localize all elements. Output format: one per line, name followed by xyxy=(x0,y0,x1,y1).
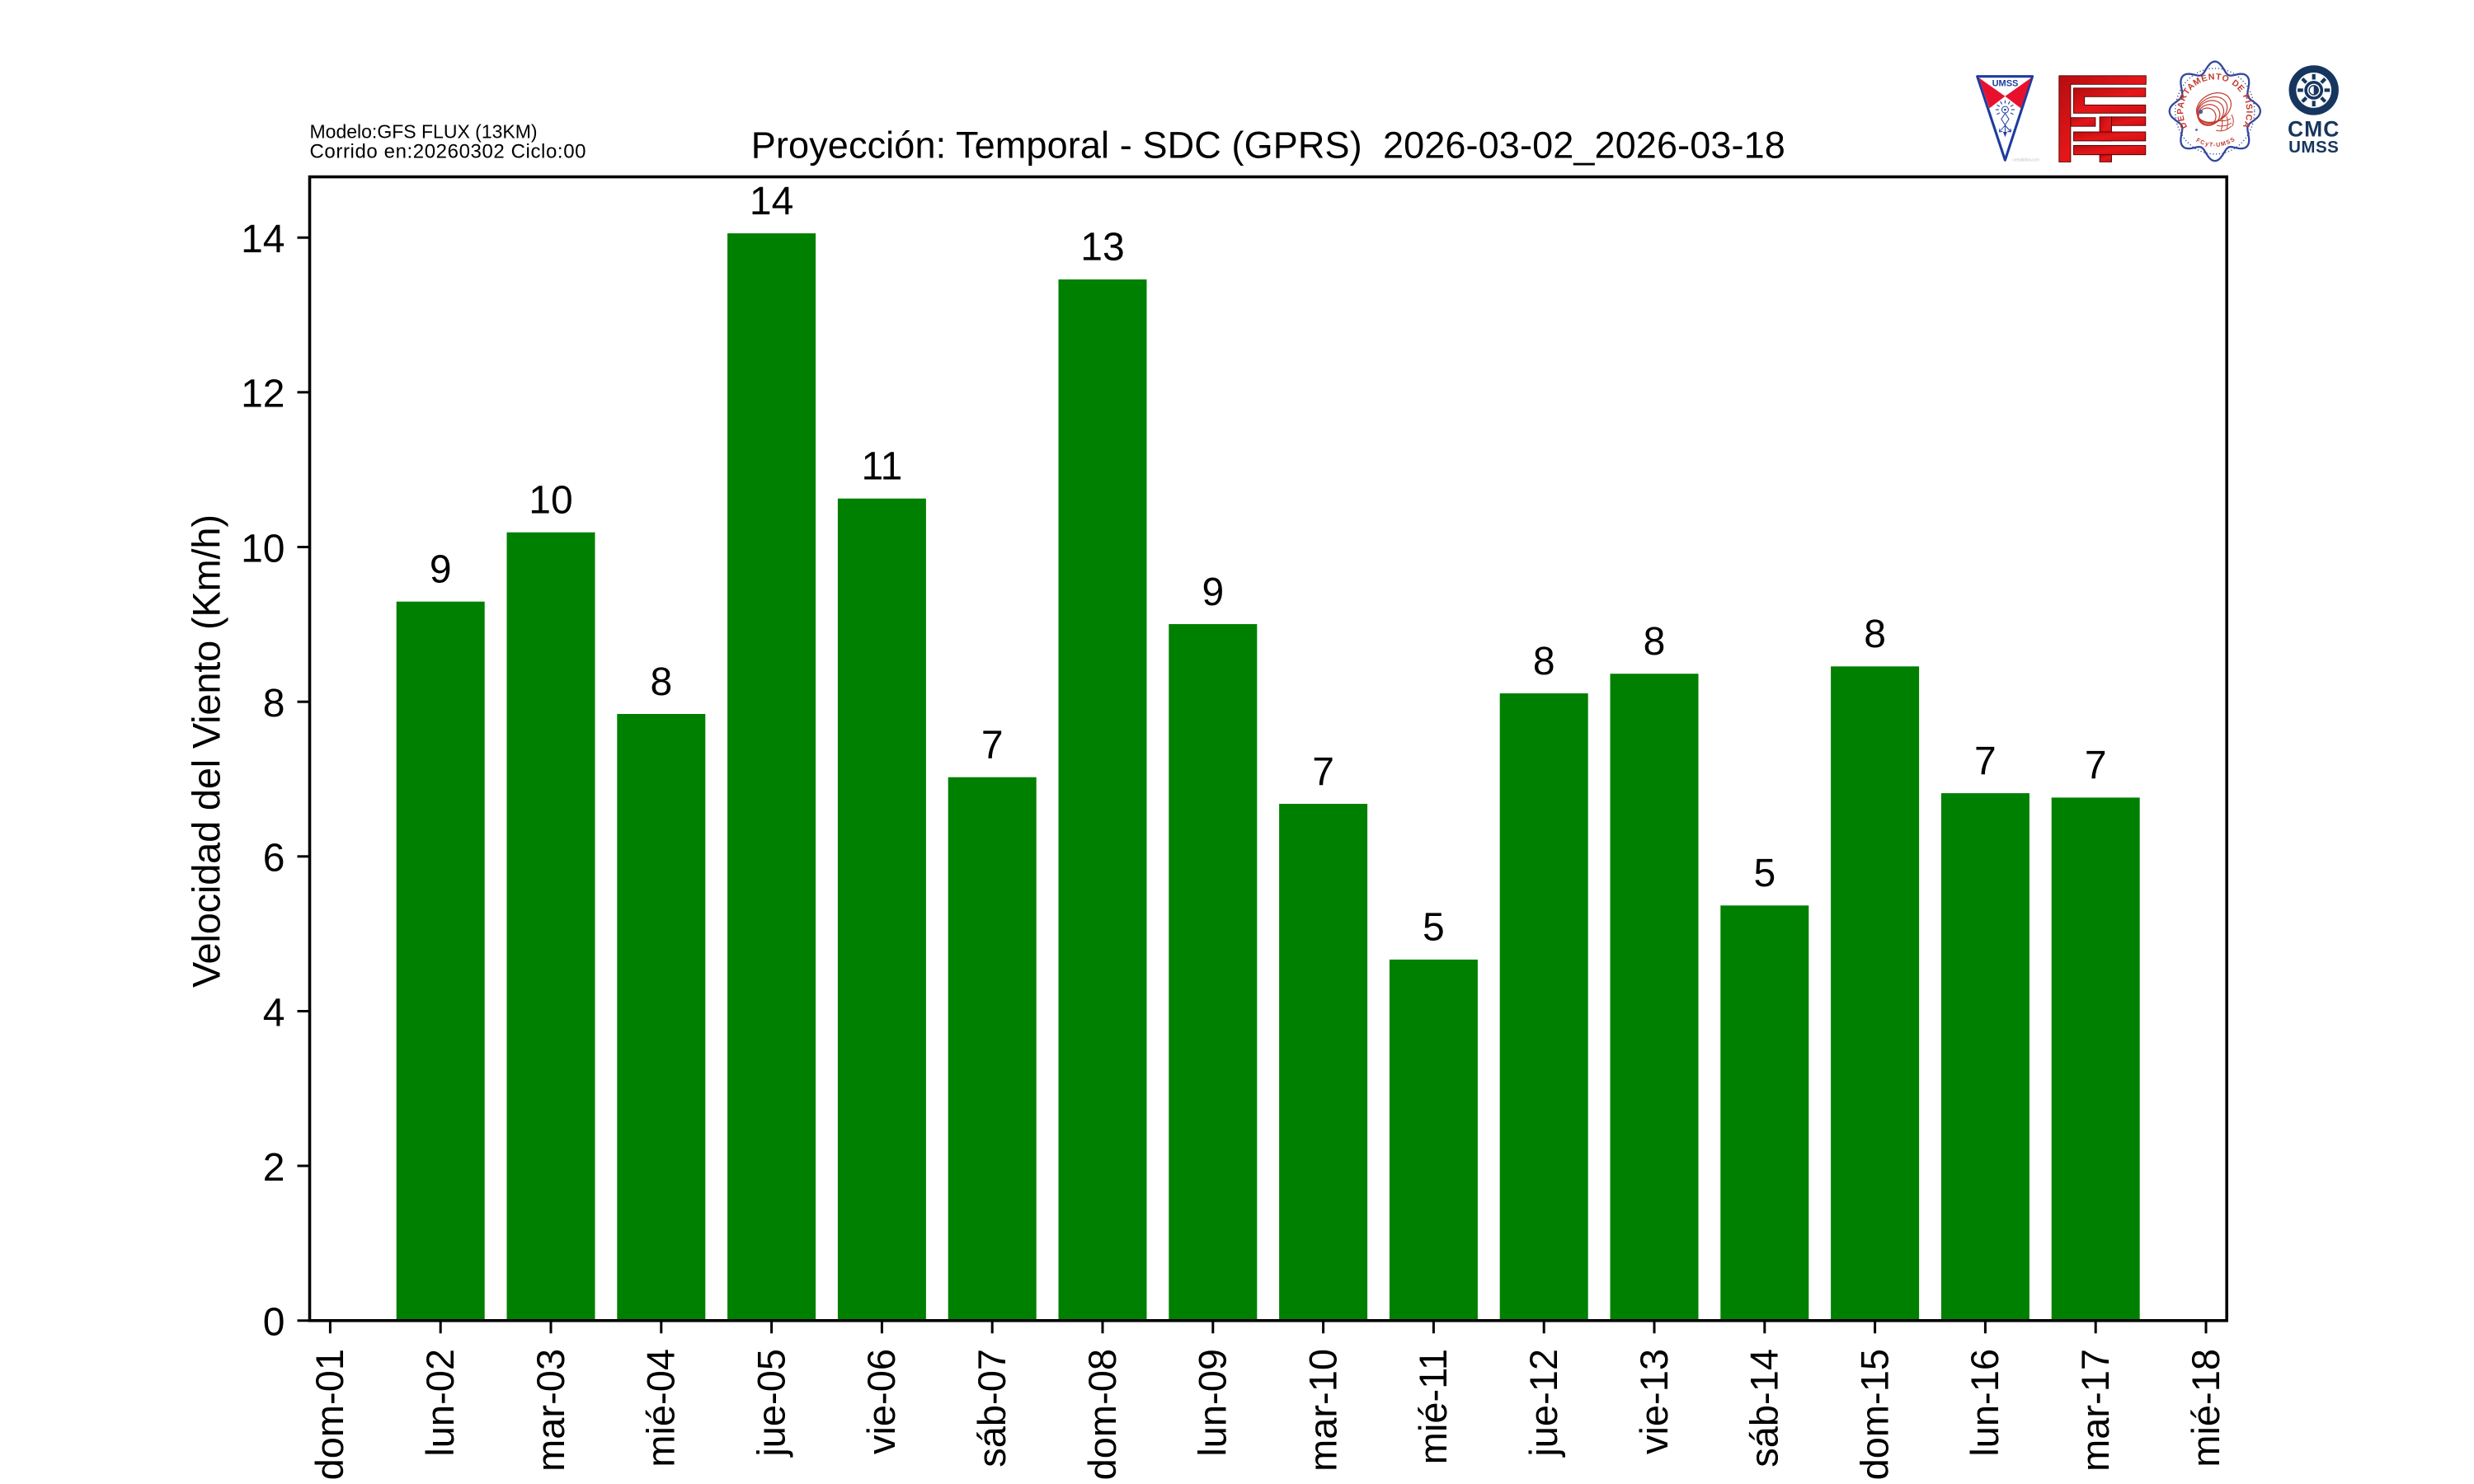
svg-text:jue-05: jue-05 xyxy=(749,1349,793,1458)
svg-text:dom-01: dom-01 xyxy=(308,1349,351,1480)
svg-text:6: 6 xyxy=(263,837,285,881)
svg-text:8: 8 xyxy=(1533,640,1555,683)
svg-text:CMC: CMC xyxy=(2288,117,2340,142)
svg-text:Modelo:GFS FLUX (13KM): Modelo:GFS FLUX (13KM) xyxy=(310,121,538,143)
svg-text:dom-15: dom-15 xyxy=(1852,1349,1896,1480)
svg-text:9: 9 xyxy=(1202,571,1224,614)
svg-text:lun-02: lun-02 xyxy=(418,1349,462,1457)
svg-text:0: 0 xyxy=(263,1301,285,1345)
svg-text:7: 7 xyxy=(1974,740,1997,783)
svg-text:11: 11 xyxy=(861,445,902,489)
svg-text:mié-04: mié-04 xyxy=(639,1349,683,1468)
svg-text:Velocidad del Viento (Km/h): Velocidad del Viento (Km/h) xyxy=(185,514,228,988)
svg-text:8: 8 xyxy=(263,682,285,726)
svg-text:lun-16: lun-16 xyxy=(1963,1349,2006,1457)
svg-text:14: 14 xyxy=(241,218,285,261)
svg-text:sáb-14: sáb-14 xyxy=(1743,1349,1786,1468)
svg-text:12: 12 xyxy=(241,373,285,416)
svg-text:14: 14 xyxy=(750,180,793,223)
svg-text:13: 13 xyxy=(1080,226,1124,270)
svg-text:vie-13: vie-13 xyxy=(1632,1349,1676,1454)
svg-text:7: 7 xyxy=(2085,744,2107,787)
svg-text:8: 8 xyxy=(1864,613,1886,656)
svg-text:UMSS: UMSS xyxy=(1992,79,2019,89)
svg-text:lun-09: lun-09 xyxy=(1191,1349,1235,1457)
svg-text:vie-06: vie-06 xyxy=(859,1349,903,1454)
svg-text:mar-10: mar-10 xyxy=(1300,1349,1344,1472)
svg-text:mié-11: mié-11 xyxy=(1411,1349,1455,1464)
svg-text:mié-18: mié-18 xyxy=(2184,1349,2227,1468)
svg-text:5: 5 xyxy=(1753,852,1776,895)
svg-text:UMSS: UMSS xyxy=(2288,138,2339,157)
svg-text:10: 10 xyxy=(529,479,572,523)
svg-text:9: 9 xyxy=(430,548,452,592)
svg-text:Proyección: Temporal - SDC (GP: Proyección: Temporal - SDC (GPRS) 2026-0… xyxy=(751,124,1785,167)
svg-text:8: 8 xyxy=(1644,620,1666,664)
svg-text:8: 8 xyxy=(650,660,672,704)
svg-text:jue-12: jue-12 xyxy=(1522,1349,1565,1458)
svg-text:creadictivo.com: creadictivo.com xyxy=(2012,157,2039,162)
svg-text:7: 7 xyxy=(981,724,1004,768)
svg-text:sáb-07: sáb-07 xyxy=(970,1349,1014,1468)
svg-text:2: 2 xyxy=(263,1146,285,1190)
svg-text:7: 7 xyxy=(1312,750,1334,794)
svg-text:4: 4 xyxy=(263,991,285,1035)
svg-text:10: 10 xyxy=(241,527,285,571)
svg-text:dom-08: dom-08 xyxy=(1080,1349,1124,1480)
svg-text:5: 5 xyxy=(1423,906,1445,950)
svg-text:mar-03: mar-03 xyxy=(529,1349,572,1472)
svg-text:mar-17: mar-17 xyxy=(2073,1349,2117,1472)
svg-text:Corrido en:20260302 Ciclo:00: Corrido en:20260302 Ciclo:00 xyxy=(310,141,586,163)
